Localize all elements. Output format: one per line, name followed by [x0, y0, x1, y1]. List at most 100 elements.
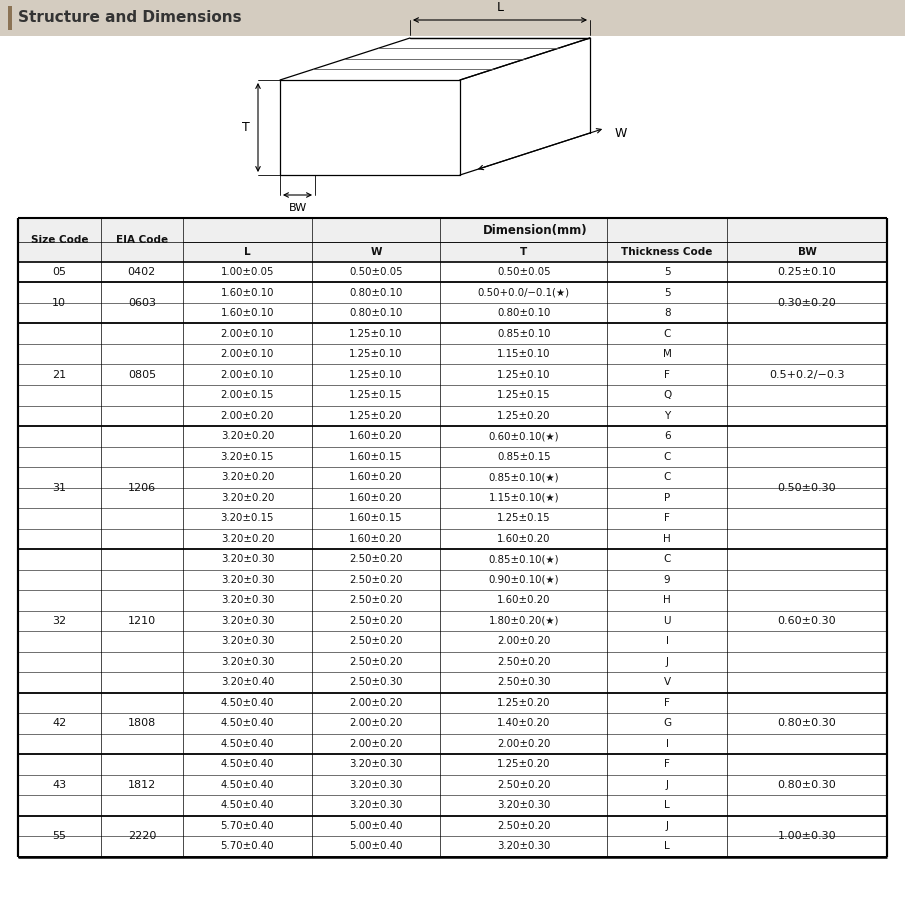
Text: 0.80±0.30: 0.80±0.30 [777, 719, 836, 729]
Text: 1.60±0.10: 1.60±0.10 [221, 309, 274, 319]
Text: C: C [663, 472, 671, 482]
Text: 1.25±0.10: 1.25±0.10 [349, 370, 403, 380]
Text: V: V [663, 677, 671, 687]
Text: Structure and Dimensions: Structure and Dimensions [18, 11, 242, 25]
Text: 1.15±0.10: 1.15±0.10 [497, 349, 550, 359]
Text: 4.50±0.40: 4.50±0.40 [221, 800, 274, 810]
Text: 4.50±0.40: 4.50±0.40 [221, 738, 274, 748]
Text: F: F [664, 698, 670, 708]
Text: 2.50±0.30: 2.50±0.30 [349, 677, 403, 687]
Text: 3.20±0.30: 3.20±0.30 [221, 575, 274, 585]
Text: P: P [664, 492, 671, 503]
Text: 1210: 1210 [128, 615, 156, 625]
Text: 1.60±0.20: 1.60±0.20 [349, 472, 403, 482]
Text: 3.20±0.30: 3.20±0.30 [221, 657, 274, 667]
Text: 4.50±0.40: 4.50±0.40 [221, 780, 274, 790]
Text: 0.60±0.30: 0.60±0.30 [777, 615, 836, 625]
Text: 1.25±0.10: 1.25±0.10 [349, 329, 403, 338]
Bar [0, 0, 905, 36]
Text: 43: 43 [52, 780, 66, 790]
Text: 3.20±0.30: 3.20±0.30 [497, 800, 550, 810]
Text: 4.50±0.40: 4.50±0.40 [221, 719, 274, 729]
Text: 0.80±0.10: 0.80±0.10 [349, 288, 403, 298]
Text: 0603: 0603 [128, 298, 156, 308]
Text: 3.20±0.20: 3.20±0.20 [221, 432, 274, 442]
Text: 0.60±0.10(★): 0.60±0.10(★) [489, 432, 559, 442]
Text: 3.20±0.30: 3.20±0.30 [349, 800, 403, 810]
Text: J: J [666, 821, 669, 831]
Text: 1.25±0.20: 1.25±0.20 [497, 759, 550, 769]
Bar [8, 6, 12, 30]
Text: 0.50+0.0/−0.1(★): 0.50+0.0/−0.1(★) [478, 288, 570, 298]
Text: 3.20±0.20: 3.20±0.20 [221, 534, 274, 544]
Text: 3.20±0.15: 3.20±0.15 [221, 452, 274, 462]
Text: 2.00±0.10: 2.00±0.10 [221, 349, 274, 359]
Text: 1.25±0.20: 1.25±0.20 [349, 411, 403, 421]
Text: Thickness Code: Thickness Code [622, 247, 713, 257]
Text: 2.00±0.10: 2.00±0.10 [221, 370, 274, 380]
Text: 6: 6 [664, 432, 671, 442]
Text: 0805: 0805 [128, 370, 156, 380]
Text: 1812: 1812 [128, 780, 156, 790]
Text: F: F [664, 759, 670, 769]
Text: 1.60±0.20: 1.60±0.20 [349, 432, 403, 442]
Text: 0.50±0.30: 0.50±0.30 [777, 482, 836, 492]
Text: 5.00±0.40: 5.00±0.40 [349, 821, 403, 831]
Text: Y: Y [664, 411, 671, 421]
Text: 8: 8 [664, 309, 671, 319]
Text: 2.00±0.20: 2.00±0.20 [497, 738, 550, 748]
Text: 2.50±0.20: 2.50±0.20 [349, 615, 403, 625]
Text: W: W [615, 127, 627, 139]
Text: 05: 05 [52, 267, 66, 277]
Text: 42: 42 [52, 719, 66, 729]
Text: 4.50±0.40: 4.50±0.40 [221, 759, 274, 769]
Text: 2.50±0.20: 2.50±0.20 [497, 657, 550, 667]
Text: 5: 5 [664, 288, 671, 298]
Text: 0402: 0402 [128, 267, 156, 277]
Text: 0.50±0.05: 0.50±0.05 [497, 267, 550, 277]
Text: 2.50±0.20: 2.50±0.20 [349, 636, 403, 646]
Text: 1.25±0.20: 1.25±0.20 [497, 411, 550, 421]
Text: 2.50±0.20: 2.50±0.20 [497, 821, 550, 831]
Text: 2.00±0.20: 2.00±0.20 [349, 719, 403, 729]
Text: 0.85±0.15: 0.85±0.15 [497, 452, 550, 462]
Text: Dimension(mm): Dimension(mm) [482, 224, 587, 236]
Text: 31: 31 [52, 482, 66, 492]
Text: 2220: 2220 [128, 831, 156, 841]
Text: 2.50±0.20: 2.50±0.20 [349, 595, 403, 605]
Text: 3.20±0.15: 3.20±0.15 [221, 513, 274, 523]
Text: 5: 5 [664, 267, 671, 277]
Text: 3.20±0.20: 3.20±0.20 [221, 492, 274, 503]
Text: 1.25±0.10: 1.25±0.10 [497, 370, 550, 380]
Text: 2.50±0.20: 2.50±0.20 [349, 554, 403, 564]
Text: 1.25±0.15: 1.25±0.15 [497, 513, 550, 523]
Text: 5.70±0.40: 5.70±0.40 [221, 842, 274, 852]
Text: 0.30±0.20: 0.30±0.20 [777, 298, 836, 308]
Text: 3.20±0.30: 3.20±0.30 [349, 759, 403, 769]
Text: 0.80±0.10: 0.80±0.10 [497, 309, 550, 319]
Text: G: G [663, 719, 672, 729]
Text: BW: BW [289, 203, 307, 213]
Text: 1.25±0.10: 1.25±0.10 [349, 349, 403, 359]
Text: 3.20±0.30: 3.20±0.30 [221, 615, 274, 625]
Text: 1808: 1808 [128, 719, 156, 729]
Text: 1.00±0.05: 1.00±0.05 [221, 267, 274, 277]
Text: 0.5+0.2/−0.3: 0.5+0.2/−0.3 [769, 370, 844, 380]
Text: U: U [663, 615, 671, 625]
Text: 3.20±0.40: 3.20±0.40 [221, 677, 274, 687]
Text: 3.20±0.30: 3.20±0.30 [349, 780, 403, 790]
Text: T: T [243, 121, 250, 134]
Bar [18, 218, 887, 262]
Text: 0.25±0.10: 0.25±0.10 [777, 267, 836, 277]
Text: 2.50±0.30: 2.50±0.30 [497, 677, 550, 687]
Text: 3.20±0.30: 3.20±0.30 [221, 554, 274, 564]
Text: 2.00±0.20: 2.00±0.20 [497, 636, 550, 646]
Text: L: L [664, 800, 670, 810]
Text: 1.60±0.15: 1.60±0.15 [349, 452, 403, 462]
Text: F: F [664, 513, 670, 523]
Text: 0.85±0.10: 0.85±0.10 [497, 329, 550, 338]
Text: 2.50±0.20: 2.50±0.20 [349, 575, 403, 585]
Text: 1.60±0.20: 1.60±0.20 [349, 534, 403, 544]
Text: 1.60±0.10: 1.60±0.10 [221, 288, 274, 298]
Text: L: L [497, 1, 503, 14]
